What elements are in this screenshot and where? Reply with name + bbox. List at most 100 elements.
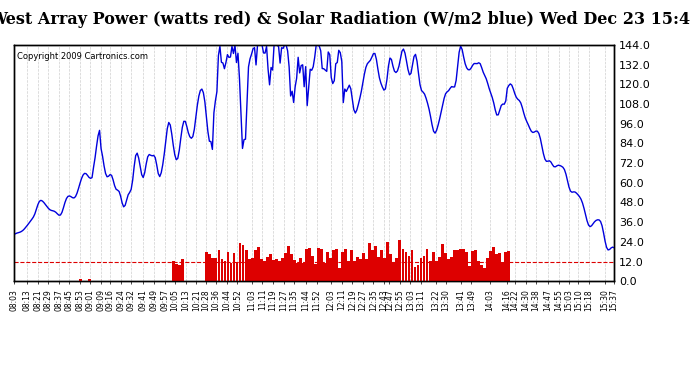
Bar bbox=[344, 249, 347, 281]
Bar bbox=[335, 249, 338, 281]
Bar bbox=[226, 252, 229, 281]
Bar bbox=[311, 256, 314, 281]
Bar bbox=[408, 256, 411, 281]
Bar bbox=[248, 259, 250, 281]
Bar bbox=[230, 263, 233, 281]
Bar bbox=[296, 263, 299, 281]
Bar bbox=[257, 248, 259, 281]
Bar bbox=[211, 258, 215, 281]
Bar bbox=[266, 257, 268, 281]
Bar bbox=[420, 258, 422, 281]
Bar bbox=[332, 251, 335, 281]
Bar bbox=[417, 265, 420, 281]
Bar bbox=[441, 244, 444, 281]
Bar bbox=[377, 258, 380, 281]
Text: Copyright 2009 Cartronics.com: Copyright 2009 Cartronics.com bbox=[17, 52, 148, 61]
Bar bbox=[272, 260, 275, 281]
Bar bbox=[293, 260, 296, 281]
Bar bbox=[178, 266, 181, 281]
Bar bbox=[181, 259, 184, 281]
Bar bbox=[435, 261, 437, 281]
Bar bbox=[393, 262, 395, 281]
Bar bbox=[206, 252, 208, 281]
Bar bbox=[477, 261, 480, 281]
Bar bbox=[468, 266, 471, 281]
Bar bbox=[208, 254, 211, 281]
Bar bbox=[465, 252, 468, 281]
Bar bbox=[329, 258, 332, 281]
Bar bbox=[221, 259, 224, 281]
Bar bbox=[384, 258, 386, 281]
Bar bbox=[239, 243, 241, 281]
Bar bbox=[423, 256, 426, 281]
Bar bbox=[302, 263, 305, 281]
Bar bbox=[314, 264, 317, 281]
Bar bbox=[215, 258, 217, 281]
Bar bbox=[88, 279, 90, 281]
Bar bbox=[483, 268, 486, 281]
Text: West Array Power (watts red) & Solar Radiation (W/m2 blue) Wed Dec 23 15:45: West Array Power (watts red) & Solar Rad… bbox=[0, 11, 690, 28]
Bar bbox=[347, 261, 350, 281]
Bar bbox=[338, 268, 341, 281]
Bar bbox=[444, 253, 446, 281]
Bar bbox=[371, 250, 374, 281]
Bar bbox=[368, 243, 371, 281]
Bar bbox=[254, 250, 257, 281]
Bar bbox=[287, 246, 290, 281]
Bar bbox=[250, 258, 253, 281]
Bar bbox=[320, 249, 323, 281]
Bar bbox=[341, 252, 344, 281]
Bar bbox=[235, 262, 239, 281]
Bar bbox=[365, 259, 368, 281]
Bar bbox=[356, 257, 359, 281]
Bar bbox=[474, 250, 477, 281]
Bar bbox=[284, 254, 287, 281]
Bar bbox=[492, 246, 495, 281]
Bar bbox=[269, 254, 272, 281]
Bar bbox=[245, 250, 248, 281]
Bar bbox=[507, 251, 510, 281]
Bar bbox=[446, 259, 450, 281]
Bar bbox=[259, 259, 263, 281]
Bar bbox=[495, 254, 498, 281]
Bar bbox=[79, 279, 81, 281]
Bar bbox=[359, 259, 362, 281]
Bar bbox=[351, 251, 353, 281]
Bar bbox=[399, 240, 402, 281]
Bar bbox=[426, 249, 428, 281]
Bar bbox=[326, 252, 329, 281]
Bar bbox=[486, 258, 489, 281]
Bar bbox=[362, 253, 365, 281]
Bar bbox=[453, 251, 455, 281]
Bar bbox=[233, 254, 235, 281]
Bar bbox=[224, 261, 226, 281]
Bar bbox=[501, 262, 504, 281]
Bar bbox=[275, 259, 277, 281]
Bar bbox=[411, 251, 413, 281]
Bar bbox=[402, 249, 404, 281]
Bar bbox=[432, 252, 435, 281]
Bar bbox=[450, 256, 453, 281]
Bar bbox=[323, 262, 326, 281]
Bar bbox=[241, 245, 244, 281]
Bar bbox=[353, 261, 356, 281]
Bar bbox=[380, 250, 383, 281]
Bar bbox=[317, 248, 320, 281]
Bar bbox=[498, 253, 501, 281]
Bar bbox=[456, 250, 459, 281]
Bar bbox=[386, 242, 389, 281]
Bar bbox=[489, 251, 492, 281]
Bar bbox=[462, 249, 464, 281]
Bar bbox=[395, 258, 398, 281]
Bar bbox=[175, 264, 178, 281]
Bar bbox=[471, 251, 474, 281]
Bar bbox=[375, 246, 377, 281]
Bar bbox=[389, 254, 393, 281]
Bar bbox=[172, 261, 175, 281]
Bar bbox=[305, 249, 308, 281]
Bar bbox=[263, 261, 266, 281]
Bar bbox=[504, 252, 507, 281]
Bar bbox=[281, 258, 284, 281]
Bar bbox=[308, 249, 311, 281]
Bar bbox=[428, 261, 431, 281]
